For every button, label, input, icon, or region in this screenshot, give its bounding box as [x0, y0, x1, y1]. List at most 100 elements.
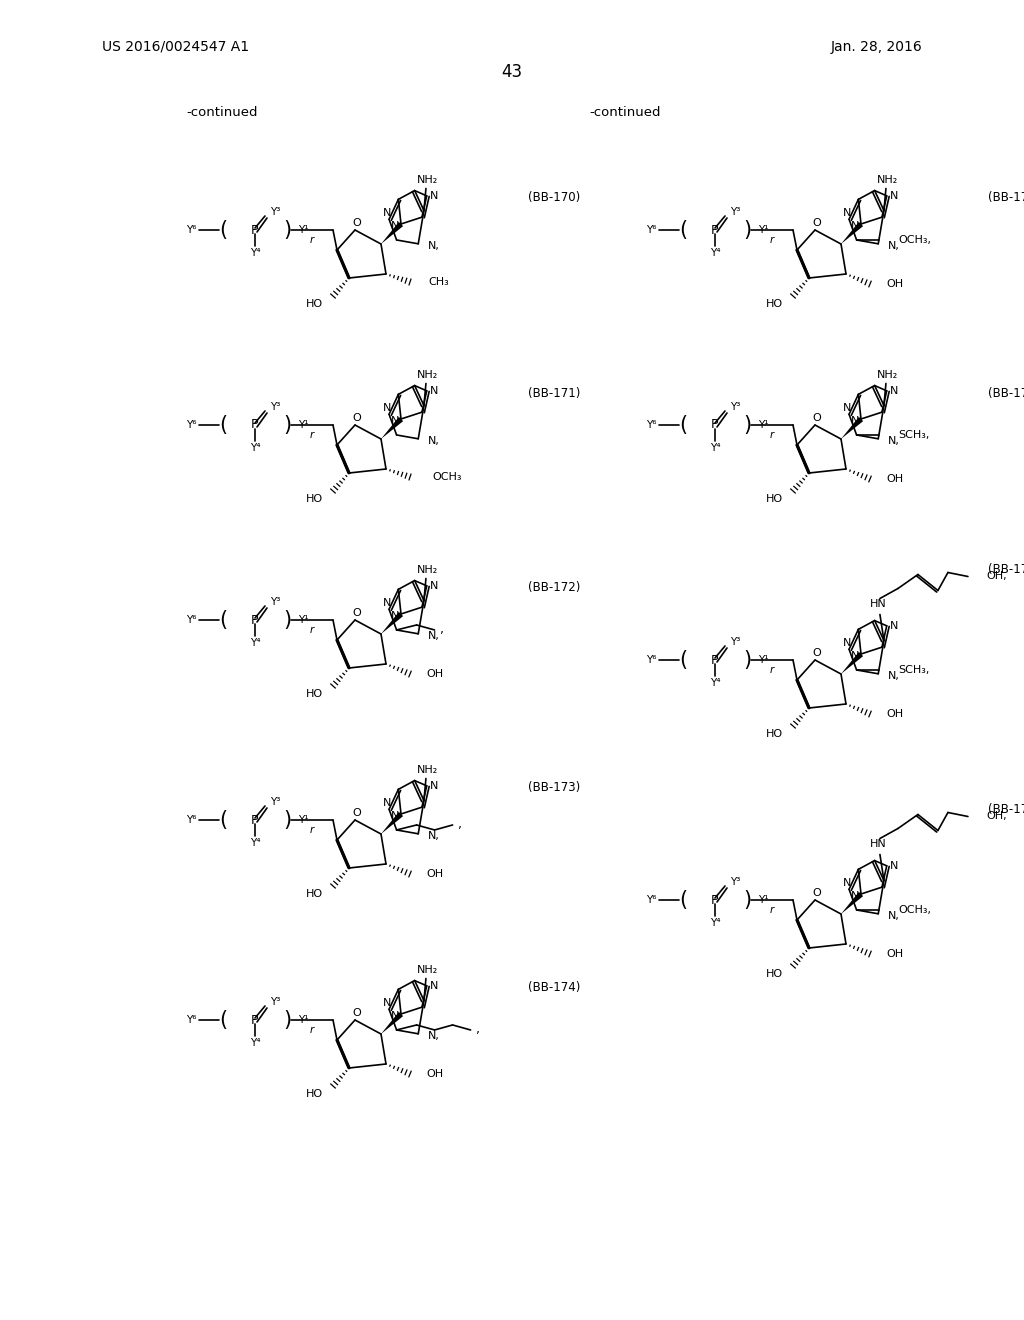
Text: N: N	[843, 404, 851, 413]
Text: N: N	[391, 220, 399, 231]
Text: -continued: -continued	[589, 107, 660, 120]
Text: Y⁴: Y⁴	[710, 678, 720, 688]
Text: N: N	[890, 620, 898, 631]
Text: Y⁴: Y⁴	[250, 444, 260, 453]
Text: (: (	[219, 220, 227, 240]
Text: N,: N,	[428, 830, 440, 841]
Text: Y⁶: Y⁶	[185, 814, 197, 825]
Text: r: r	[310, 1026, 314, 1035]
Text: HN: HN	[869, 599, 887, 610]
Text: N: N	[391, 1011, 399, 1020]
Text: r: r	[770, 906, 774, 915]
Text: ): )	[283, 610, 291, 630]
Text: Y⁴: Y⁴	[250, 638, 260, 648]
Text: O: O	[813, 888, 821, 898]
Text: Jan. 28, 2016: Jan. 28, 2016	[830, 40, 922, 54]
Text: ,: ,	[475, 1023, 479, 1036]
Text: P: P	[251, 813, 259, 826]
Text: r: r	[770, 235, 774, 246]
Text: ): )	[283, 810, 291, 830]
Text: Y¹: Y¹	[298, 420, 308, 430]
Text: (BB-170): (BB-170)	[528, 191, 581, 205]
Text: US 2016/0024547 A1: US 2016/0024547 A1	[102, 40, 249, 54]
Text: (BB-178): (BB-178)	[988, 804, 1024, 817]
Text: Y⁴: Y⁴	[250, 248, 260, 257]
Text: OH: OH	[426, 1069, 443, 1078]
Text: (: (	[219, 810, 227, 830]
Text: P: P	[712, 653, 719, 667]
Text: Y⁴: Y⁴	[250, 838, 260, 847]
Text: Y⁶: Y⁶	[646, 655, 656, 665]
Text: O: O	[352, 808, 361, 818]
Text: Y³: Y³	[270, 797, 281, 807]
Text: HO: HO	[766, 969, 783, 979]
Text: P: P	[251, 223, 259, 236]
Text: N: N	[890, 385, 898, 396]
Text: N: N	[383, 404, 391, 413]
Text: N: N	[890, 191, 898, 201]
Text: HO: HO	[306, 1089, 323, 1100]
Text: NH₂: NH₂	[418, 565, 438, 576]
Text: Y¹: Y¹	[298, 224, 308, 235]
Text: N: N	[429, 781, 438, 791]
Text: (BB-175): (BB-175)	[988, 191, 1024, 205]
Text: OCH₃,: OCH₃,	[899, 235, 932, 246]
Polygon shape	[381, 812, 403, 834]
Text: O: O	[352, 609, 361, 618]
Text: Y³: Y³	[270, 403, 281, 412]
Text: O: O	[352, 218, 361, 228]
Polygon shape	[381, 612, 403, 634]
Text: N: N	[383, 799, 391, 808]
Text: (BB-172): (BB-172)	[528, 582, 581, 594]
Text: N: N	[890, 861, 898, 871]
Text: -continued: -continued	[186, 107, 258, 120]
Text: N: N	[843, 209, 851, 218]
Text: N,: N,	[428, 631, 440, 640]
Text: HO: HO	[306, 888, 323, 899]
Text: HO: HO	[766, 729, 783, 739]
Text: OH: OH	[886, 709, 903, 719]
Text: ): )	[743, 414, 751, 436]
Text: Y⁶: Y⁶	[185, 1015, 197, 1026]
Text: ): )	[283, 1010, 291, 1030]
Text: N: N	[391, 611, 399, 620]
Text: NH₂: NH₂	[418, 766, 438, 775]
Text: N: N	[851, 416, 859, 426]
Text: Y⁶: Y⁶	[646, 224, 656, 235]
Text: N: N	[429, 581, 438, 591]
Text: Y³: Y³	[730, 207, 740, 216]
Text: HO: HO	[306, 494, 323, 504]
Text: Y¹: Y¹	[298, 615, 308, 624]
Text: Y⁴: Y⁴	[710, 917, 720, 928]
Text: O: O	[352, 413, 361, 422]
Text: r: r	[310, 825, 314, 836]
Text: ): )	[743, 890, 751, 909]
Text: Y⁶: Y⁶	[646, 420, 656, 430]
Text: P: P	[251, 614, 259, 627]
Text: r: r	[310, 430, 314, 440]
Text: HO: HO	[766, 494, 783, 504]
Text: Y³: Y³	[270, 597, 281, 607]
Text: NH₂: NH₂	[418, 965, 438, 975]
Text: P: P	[712, 894, 719, 907]
Text: N: N	[851, 220, 859, 231]
Text: N: N	[391, 810, 399, 821]
Text: Y³: Y³	[270, 207, 281, 216]
Text: N: N	[383, 998, 391, 1008]
Text: (BB-176): (BB-176)	[988, 387, 1024, 400]
Text: HN: HN	[869, 840, 887, 850]
Text: Y⁶: Y⁶	[185, 224, 197, 235]
Text: Y¹: Y¹	[758, 224, 768, 235]
Polygon shape	[841, 652, 863, 675]
Text: ): )	[743, 220, 751, 240]
Text: Y³: Y³	[730, 638, 740, 647]
Text: OCH₃,: OCH₃,	[899, 906, 932, 915]
Text: ): )	[743, 649, 751, 671]
Text: Y⁶: Y⁶	[185, 615, 197, 624]
Text: (BB-177): (BB-177)	[988, 564, 1024, 577]
Text: OH: OH	[886, 279, 903, 289]
Text: OH: OH	[426, 869, 443, 879]
Text: OH: OH	[426, 669, 443, 678]
Text: N: N	[429, 385, 438, 396]
Text: Y¹: Y¹	[758, 655, 768, 665]
